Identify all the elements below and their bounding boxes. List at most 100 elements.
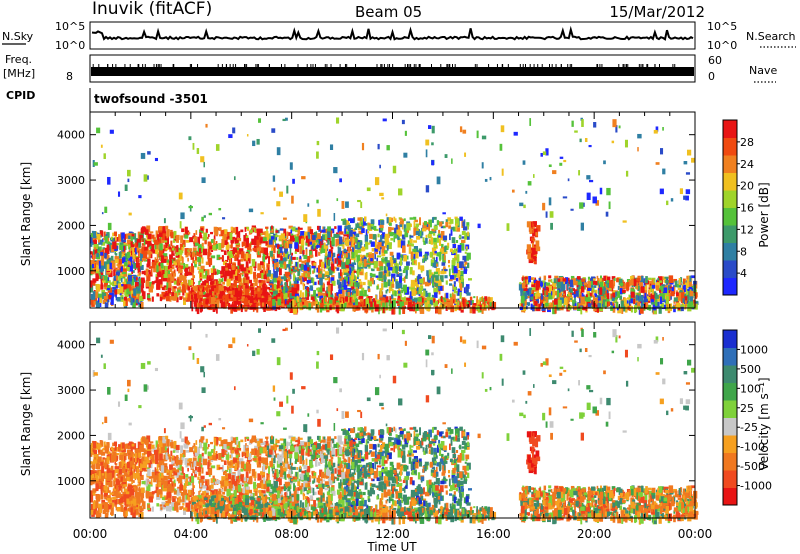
power-cell: [129, 278, 133, 287]
power-cell: [453, 266, 458, 274]
power-cell: [241, 291, 246, 298]
power-cell: [588, 179, 594, 183]
power-cell: [282, 257, 287, 262]
power-cell: [193, 301, 197, 307]
power-cell: [580, 286, 585, 293]
power-cell: [249, 248, 252, 252]
power-cell: [154, 261, 159, 266]
power-cell: [282, 252, 285, 257]
power-cell: [302, 292, 305, 299]
power-cell: [323, 269, 326, 272]
power-cell: [98, 295, 101, 303]
power-cell: [237, 285, 241, 291]
power-cell: [177, 278, 180, 286]
power-cell: [399, 301, 404, 309]
power-cell: [339, 231, 344, 235]
power-cell: [587, 280, 591, 288]
power-cell: [93, 244, 98, 250]
power-cell: [384, 233, 389, 242]
power-cell: [374, 251, 376, 260]
power-cell: [249, 286, 254, 290]
power-cell: [151, 296, 154, 302]
power-cell: [312, 246, 317, 252]
power-cell: [294, 242, 299, 249]
power-cell: [300, 231, 305, 236]
power-cell: [440, 295, 443, 302]
power-cell: [192, 285, 196, 291]
power-cell: [93, 162, 98, 166]
power-cell: [301, 300, 306, 305]
power-cell: [124, 184, 128, 192]
power-cell: [341, 218, 345, 221]
power-cell: [604, 287, 609, 291]
power-cell: [553, 298, 558, 305]
power-cell: [347, 291, 350, 298]
power-cell: [239, 272, 244, 275]
power-cell: [531, 284, 536, 288]
power-cell: [136, 294, 138, 298]
power-cell: [317, 233, 321, 240]
power-cell: [422, 277, 425, 285]
power-cell: [548, 292, 553, 300]
power-cell: [306, 287, 310, 293]
power-cell: [298, 268, 301, 272]
power-cell: [259, 228, 263, 233]
power-cell: [107, 258, 110, 261]
power-cell: [630, 291, 635, 298]
power-cell: [545, 290, 548, 296]
power-cell: [398, 291, 402, 298]
power-cell: [389, 305, 394, 309]
power-cell: [275, 234, 279, 238]
power-cell: [435, 267, 440, 275]
power-cell: [324, 278, 330, 281]
power-cell: [599, 287, 603, 295]
power-cell: [439, 275, 444, 283]
power-cell: [451, 158, 453, 164]
power-cell: [128, 212, 132, 216]
power-cell: [439, 304, 444, 310]
power-cell: [297, 296, 300, 303]
power-cell: [352, 297, 356, 303]
power-cell: [420, 292, 424, 298]
power-cell: [230, 226, 233, 231]
power-cell: [408, 242, 412, 246]
power-cell: [231, 227, 236, 233]
power-cell: [339, 299, 344, 307]
power-cell: [138, 248, 142, 257]
power-cell: [542, 286, 547, 294]
power-cell: [597, 295, 601, 299]
power-cell: [254, 290, 259, 297]
power-cell: [109, 262, 112, 270]
power-cell: [266, 235, 269, 241]
power-cell: [396, 224, 401, 230]
power-cell: [220, 249, 224, 252]
power-cell: [170, 276, 175, 282]
power-cell: [458, 235, 461, 239]
power-cell: [563, 303, 566, 308]
power-cell: [279, 279, 283, 286]
power-cell: [379, 242, 384, 250]
power-cell: [319, 299, 323, 304]
power-cell: [585, 285, 589, 288]
power-cell: [584, 285, 586, 290]
power-cell: [360, 222, 366, 226]
power-cell: [633, 298, 635, 305]
power-cell: [313, 262, 316, 266]
power-cell: [200, 156, 205, 163]
power-cell: [315, 249, 318, 257]
power-cell: [587, 293, 590, 300]
power-cell: [143, 238, 146, 245]
power-cell: [292, 178, 295, 184]
power-cell: [624, 283, 628, 289]
nave-tick-high: 60: [708, 54, 722, 67]
power-cell: [342, 257, 345, 264]
power-cell: [436, 263, 438, 267]
power-cell: [500, 125, 505, 133]
power-cell: [162, 226, 166, 235]
power-cell: [148, 271, 152, 274]
power-cell: [241, 242, 244, 248]
power-cell: [169, 230, 172, 233]
power-cell: [280, 259, 284, 264]
power-cell: [450, 227, 453, 236]
power-cell: [571, 288, 575, 291]
